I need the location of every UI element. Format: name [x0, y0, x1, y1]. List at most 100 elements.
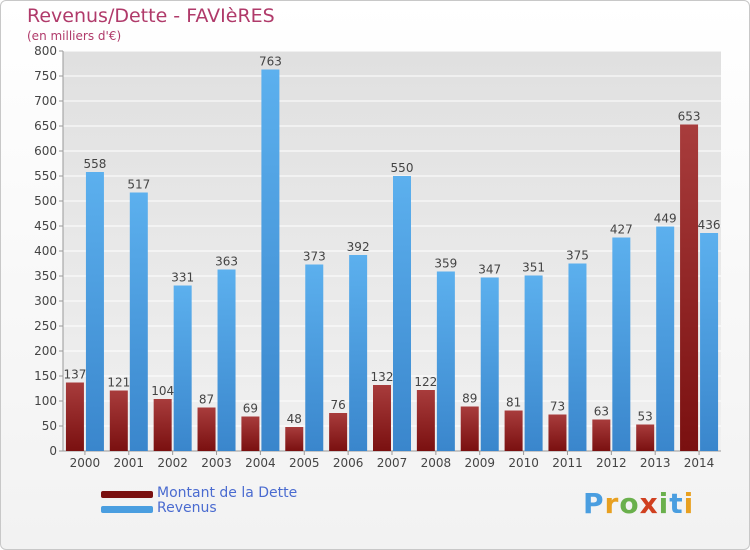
x-tick-label: 2006	[333, 456, 364, 470]
data-label-debt: 69	[243, 402, 258, 416]
x-tick-label: 2009	[464, 456, 495, 470]
bar-revenue	[129, 192, 148, 451]
proxiti-logo: Proxiti	[583, 487, 695, 520]
data-label-debt: 89	[462, 392, 477, 406]
y-tick-label: 750	[34, 69, 57, 83]
bar-debt	[373, 385, 391, 451]
bar-debt	[636, 424, 655, 451]
x-tick-label: 2003	[201, 456, 232, 470]
bar-debt	[65, 382, 84, 451]
data-label-revenue: 427	[610, 223, 633, 237]
bar-revenue	[85, 172, 104, 451]
y-tick-label: 800	[34, 44, 57, 58]
bar-revenue	[700, 233, 719, 451]
y-tick-label: 0	[49, 444, 57, 458]
x-tick-label: 2008	[421, 456, 452, 470]
legend-label-debt: Montant de la Dette	[157, 485, 298, 501]
bar-revenue	[217, 269, 236, 451]
y-tick-label: 200	[34, 344, 57, 358]
bar-debt	[460, 406, 479, 451]
y-tick-label: 50	[42, 419, 57, 433]
y-tick-label: 700	[34, 94, 57, 108]
data-label-revenue: 359	[434, 257, 457, 271]
bar-revenue	[173, 285, 192, 451]
data-label-debt: 121	[107, 376, 130, 390]
data-label-revenue: 449	[654, 212, 677, 226]
y-tick-label: 150	[34, 369, 57, 383]
x-tick-label: 2002	[157, 456, 188, 470]
y-tick-label: 250	[34, 319, 57, 333]
x-tick-label: 2001	[114, 456, 145, 470]
data-label-debt: 63	[594, 405, 609, 419]
bar-debt	[241, 416, 260, 451]
data-label-revenue: 392	[347, 240, 370, 254]
y-tick-label: 450	[34, 219, 57, 233]
legend-swatch-debt	[101, 491, 153, 498]
bar-debt	[504, 410, 523, 451]
data-label-revenue: 550	[391, 161, 414, 175]
data-label-debt: 81	[506, 396, 521, 410]
bar-debt	[285, 427, 304, 451]
bar-revenue	[261, 69, 280, 451]
data-label-debt: 137	[63, 368, 86, 382]
data-label-revenue: 373	[303, 250, 326, 264]
chart-title: Revenus/Dette - FAVIèRES	[27, 5, 275, 27]
data-label-revenue: 363	[215, 255, 238, 269]
bar-debt	[109, 390, 128, 451]
y-tick-label: 550	[34, 169, 57, 183]
x-tick-label: 2005	[289, 456, 320, 470]
y-tick-label: 100	[34, 394, 57, 408]
x-tick-label: 2014	[684, 456, 715, 470]
data-label-revenue: 331	[171, 271, 194, 285]
bar-debt	[153, 399, 172, 451]
data-label-revenue: 517	[127, 178, 150, 192]
data-label-debt: 48	[287, 412, 302, 426]
bar-revenue	[436, 271, 455, 451]
bar-debt	[548, 414, 567, 451]
data-label-debt: 73	[550, 400, 565, 414]
y-tick-label: 400	[34, 244, 57, 258]
bar-revenue	[393, 176, 411, 451]
chart-subtitle: (en milliers d'€)	[27, 29, 122, 43]
data-label-debt: 104	[151, 384, 174, 398]
x-tick-label: 2007	[377, 456, 408, 470]
data-label-revenue: 351	[522, 261, 545, 275]
bar-chart: 0 50 100 150 200 250 300 350 400 450 500 550 600 650 7…	[34, 44, 721, 470]
bar-revenue	[349, 255, 368, 451]
bar-revenue	[656, 226, 675, 451]
bar-revenue	[524, 275, 543, 451]
x-tick-label: 2012	[596, 456, 627, 470]
data-label-revenue: 558	[83, 157, 106, 171]
bar-revenue	[480, 277, 499, 451]
bar-debt	[416, 390, 435, 451]
legend-swatch-revenue	[101, 506, 153, 513]
data-label-debt: 53	[638, 410, 653, 424]
legend-label-revenue: Revenus	[157, 500, 217, 516]
bar-debt	[592, 419, 611, 451]
bar-revenue	[612, 237, 631, 451]
y-tick-label: 350	[34, 269, 57, 283]
y-tick-label: 300	[34, 294, 57, 308]
x-tick-label: 2011	[552, 456, 583, 470]
x-tick-label: 2004	[245, 456, 276, 470]
data-label-revenue: 347	[478, 263, 501, 277]
y-tick-label: 500	[34, 194, 57, 208]
x-tick-label: 2000	[70, 456, 101, 470]
y-tick-label: 600	[34, 144, 57, 158]
bar-debt	[680, 124, 699, 451]
data-label-debt: 87	[199, 393, 214, 407]
data-label-debt: 76	[330, 398, 345, 412]
bar-revenue	[568, 263, 587, 451]
data-label-debt: 653	[678, 110, 701, 124]
data-label-revenue: 375	[566, 249, 589, 263]
bar-debt	[329, 413, 348, 451]
bar-debt	[197, 407, 216, 451]
data-label-debt: 132	[371, 370, 394, 384]
x-tick-label: 2010	[508, 456, 539, 470]
data-label-revenue: 436	[698, 218, 721, 232]
x-tick-label: 2013	[640, 456, 671, 470]
data-label-revenue: 763	[259, 55, 282, 69]
y-tick-label: 650	[34, 119, 57, 133]
bar-revenue	[305, 264, 324, 451]
